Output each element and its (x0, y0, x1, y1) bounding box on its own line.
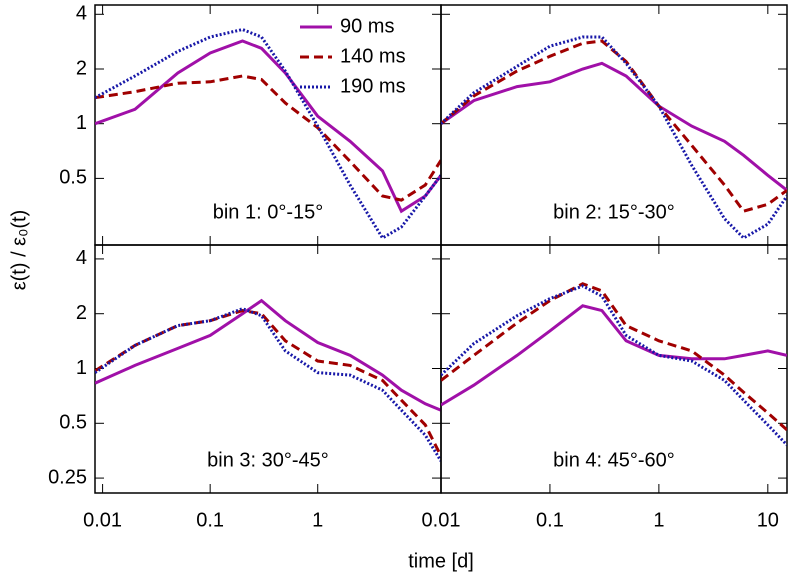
panel-annotation: bin 2: 15°-30° (553, 201, 675, 223)
x-tick-label: 0.01 (422, 509, 461, 531)
x-tick-label: 0.1 (536, 509, 564, 531)
panel-annotation: bin 3: 30°-45° (207, 449, 329, 471)
x-tick-label: 1 (653, 509, 664, 531)
y-tick-label: 2 (76, 57, 87, 79)
panel-annotation: bin 4: 45°-60° (553, 449, 675, 471)
x-tick-label: 0.01 (83, 509, 122, 531)
series-line (95, 39, 441, 214)
series-line (441, 61, 787, 192)
legend-label: 90 ms (340, 15, 394, 37)
x-tick-label: 1 (312, 509, 323, 531)
y-tick-label: 4 (76, 247, 87, 269)
panel-frame (440, 244, 788, 494)
series-line (95, 307, 441, 462)
series-line (95, 74, 441, 202)
legend-label: 140 ms (340, 45, 406, 67)
x-tick-label: 10 (757, 509, 779, 531)
y-tick-label: 4 (76, 3, 87, 25)
x-axis-label: time [d] (408, 550, 474, 572)
legend-label: 190 ms (340, 75, 406, 97)
series-line (95, 309, 441, 457)
y-tick-label: 2 (76, 302, 87, 324)
x-tick-label: 0.1 (196, 509, 224, 531)
series-line (441, 39, 787, 213)
y-tick-label: 0.25 (48, 466, 87, 488)
series-line (95, 298, 441, 412)
y-axis-label: ε(t) / ε₀(t) (8, 210, 30, 291)
series-line (441, 284, 787, 447)
y-tick-label: 1 (76, 357, 87, 379)
series-line (95, 27, 441, 241)
y-tick-label: 1 (76, 112, 87, 134)
y-tick-label: 0.5 (59, 167, 87, 189)
panel-annotation: bin 1: 0°-15° (213, 201, 324, 223)
series-line (441, 282, 787, 432)
series-line (441, 304, 787, 407)
y-tick-label: 0.5 (59, 412, 87, 434)
